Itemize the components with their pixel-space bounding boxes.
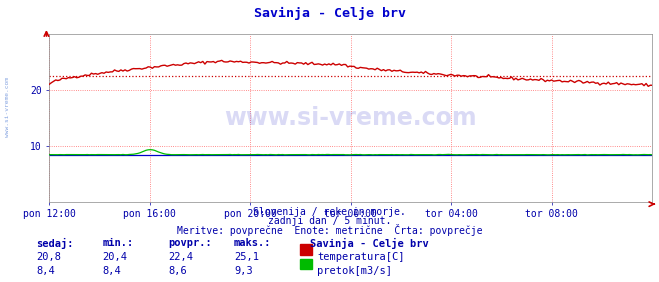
Text: sedaj:: sedaj: <box>36 238 74 249</box>
Text: 25,1: 25,1 <box>234 252 259 262</box>
Text: Savinja - Celje brv: Savinja - Celje brv <box>254 7 405 20</box>
Text: zadnji dan / 5 minut.: zadnji dan / 5 minut. <box>268 216 391 226</box>
Text: Savinja - Celje brv: Savinja - Celje brv <box>310 238 428 249</box>
Text: pretok[m3/s]: pretok[m3/s] <box>317 266 392 276</box>
Text: 22,4: 22,4 <box>168 252 193 262</box>
Text: www.si-vreme.com: www.si-vreme.com <box>5 77 11 137</box>
Text: temperatura[C]: temperatura[C] <box>317 252 405 262</box>
Text: 20,8: 20,8 <box>36 252 61 262</box>
Text: min.:: min.: <box>102 238 133 248</box>
Text: 20,4: 20,4 <box>102 252 127 262</box>
Text: Meritve: povprečne  Enote: metrične  Črta: povprečje: Meritve: povprečne Enote: metrične Črta:… <box>177 224 482 236</box>
Text: povpr.:: povpr.: <box>168 238 212 248</box>
Text: 9,3: 9,3 <box>234 266 252 276</box>
Text: 8,6: 8,6 <box>168 266 186 276</box>
Text: Slovenija / reke in morje.: Slovenija / reke in morje. <box>253 207 406 217</box>
Text: maks.:: maks.: <box>234 238 272 248</box>
Text: 8,4: 8,4 <box>36 266 55 276</box>
Text: 8,4: 8,4 <box>102 266 121 276</box>
Text: www.si-vreme.com: www.si-vreme.com <box>225 106 477 130</box>
